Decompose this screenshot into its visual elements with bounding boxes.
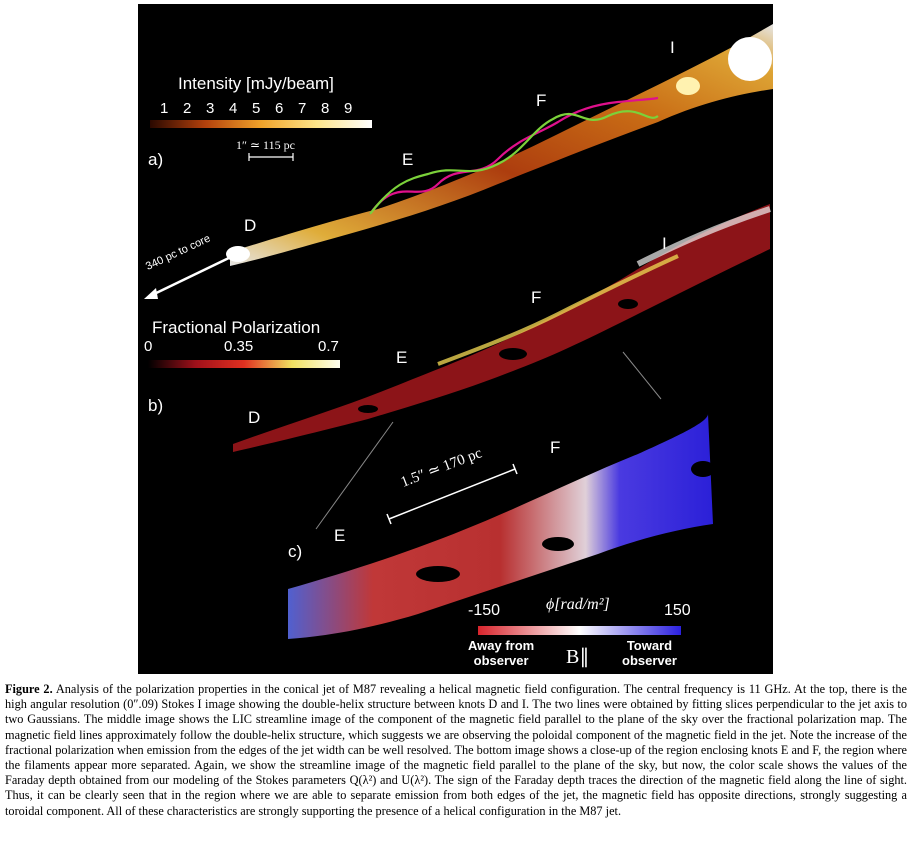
panel-b-knot-i: I [662, 234, 667, 253]
caption-heading: Figure 2. [5, 682, 53, 696]
faraday-tick-max: 150 [664, 602, 691, 619]
connector-line-right [622, 351, 662, 400]
faraday-tick-min: -150 [468, 602, 501, 619]
panel-a-knot-f: F [536, 91, 547, 110]
panel-b-knot-d: D [248, 408, 261, 427]
intensity-tick: 9 [344, 100, 353, 117]
caption-text: Analysis of the polarization properties … [5, 682, 908, 818]
polarization-tick-max: 0.7 [318, 338, 339, 355]
faraday-unit: ϕ[rad/m²] [546, 596, 610, 613]
panel-c-knot-e: E [334, 526, 346, 545]
panel-a-scale-bar [248, 153, 294, 161]
panel-b-jet [233, 204, 771, 452]
faraday-colorbar [478, 626, 681, 635]
toward-line-2: observer [622, 653, 677, 668]
intensity-colorbar [150, 120, 372, 128]
core-arrow [144, 254, 234, 299]
intensity-tick: 7 [298, 100, 307, 117]
intensity-tick: 8 [321, 100, 330, 117]
away-line-2: observer [473, 653, 529, 668]
polarization-colorbar-title: Fractional Polarization [152, 318, 321, 337]
figure-artwork [144, 24, 773, 639]
panel-a-knot-i: I [670, 38, 675, 57]
intensity-colorbar-title: Intensity [mJy/beam] [178, 74, 334, 93]
panel-c-scale-bar [386, 463, 518, 525]
polarization-tick-mid: 0.35 [224, 338, 254, 355]
away-line-1: Away from [468, 638, 535, 653]
figure-caption: Figure 2. Analysis of the polarization p… [5, 682, 907, 819]
connector-line-left [315, 421, 394, 530]
panel-a-label: a) [148, 150, 164, 169]
intensity-tick: 1 [160, 100, 169, 117]
panel-a-scale-label: 1″ ≃ 115 pc [236, 138, 295, 152]
b-parallel-label: B∥ [566, 646, 590, 668]
panel-c-jet [288, 414, 715, 639]
intensity-tick: 5 [252, 100, 261, 117]
panel-a-jet [226, 24, 773, 266]
panel-c-label: c) [288, 542, 303, 561]
panel-b-knot-f: F [531, 288, 542, 307]
panel-a-knot-e: E [402, 150, 414, 169]
panel-b-knot-e: E [396, 348, 408, 367]
panel-b-label: b) [148, 396, 164, 415]
away-from-observer-label: Away from observer [468, 638, 534, 668]
intensity-tick: 2 [183, 100, 192, 117]
toward-observer-label: Toward observer [622, 638, 677, 668]
intensity-tick: 4 [229, 100, 238, 117]
panel-a-knot-d: D [244, 216, 257, 235]
toward-line-1: Toward [626, 638, 673, 653]
figure-image: Intensity [mJy/beam] 1 2 3 4 5 6 7 8 9 1… [138, 4, 773, 674]
panel-c-knot-f: F [550, 438, 561, 457]
polarization-colorbar [148, 360, 340, 368]
intensity-tick: 6 [275, 100, 284, 117]
polarization-tick-min: 0 [144, 338, 153, 355]
intensity-tick: 3 [206, 100, 215, 117]
